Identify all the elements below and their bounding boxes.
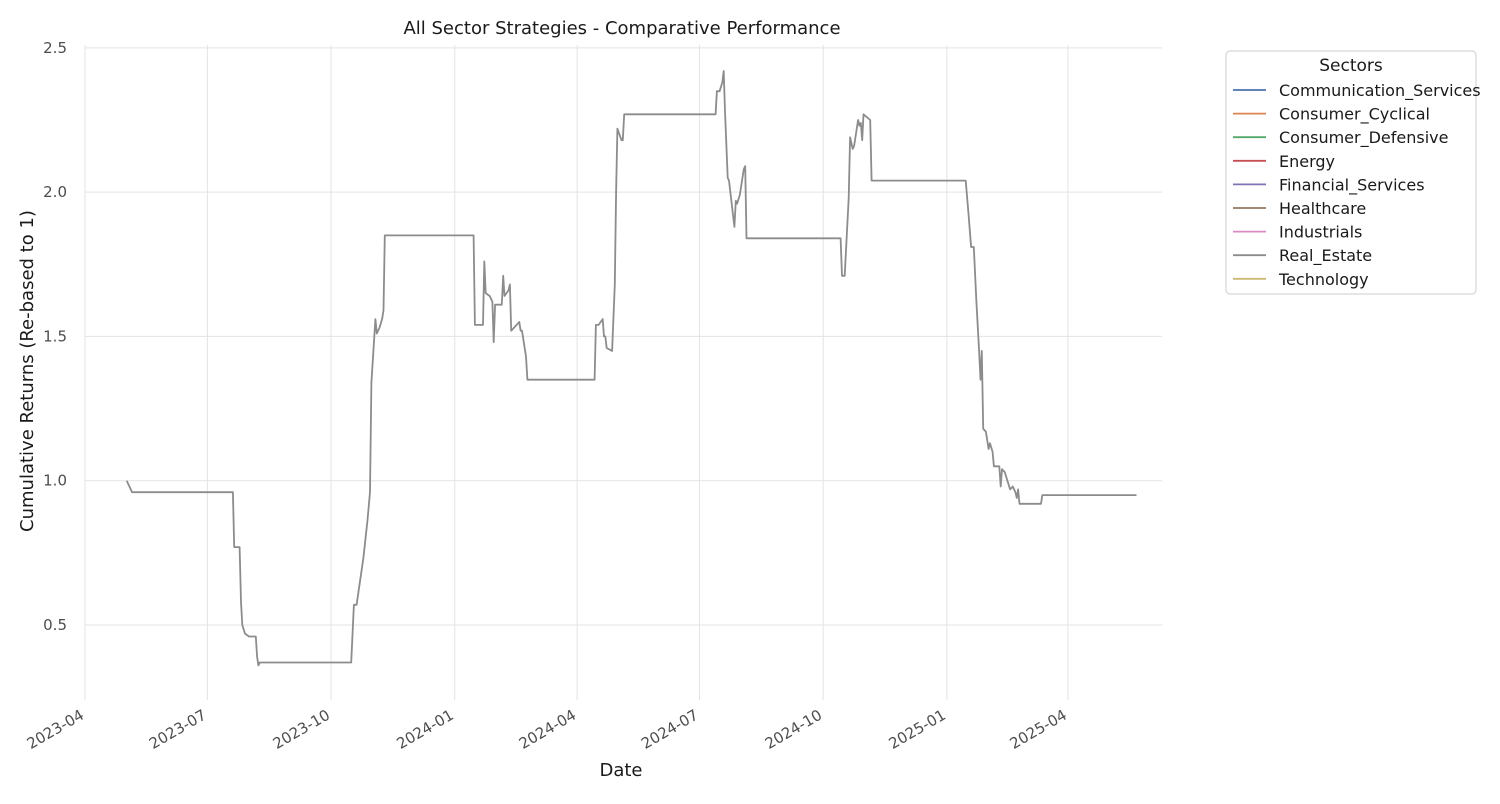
x-axis-title: Date xyxy=(599,760,642,781)
y-tick-label: 1.0 xyxy=(43,472,67,490)
plot-area xyxy=(125,70,1137,667)
legend-item: Industrials xyxy=(1233,223,1362,242)
x-tick-label: 2023-04 xyxy=(24,706,87,753)
legend-label: Consumer_Defensive xyxy=(1279,128,1448,148)
legend-item: Consumer_Defensive xyxy=(1233,128,1448,148)
x-tick-label: 2024-04 xyxy=(516,706,579,753)
y-tick-label: 1.5 xyxy=(43,327,67,345)
legend-label: Technology xyxy=(1278,270,1369,289)
y-axis: 0.5 1.0 1.5 2.0 2.5 xyxy=(43,39,67,634)
legend-item: Healthcare xyxy=(1233,199,1366,218)
x-tick-label: 2023-07 xyxy=(146,706,209,753)
x-tick-label: 2024-07 xyxy=(638,706,701,753)
legend-label: Energy xyxy=(1279,152,1335,171)
x-tick-label: 2025-04 xyxy=(1007,706,1070,753)
legend: Sectors Communication_Services Consumer_C… xyxy=(1225,50,1481,295)
legend-label: Communication_Services xyxy=(1279,81,1481,101)
legend-item: Financial_Services xyxy=(1233,175,1425,195)
y-tick-label: 2.5 xyxy=(43,39,67,57)
y-axis-title: Cumulative Returns (Re-based to 1) xyxy=(17,210,38,532)
legend-item: Energy xyxy=(1233,152,1335,171)
grid xyxy=(84,45,1162,700)
x-axis: 2023-04 2023-07 2023-10 2024-01 2024-04 2024-… xyxy=(24,706,1070,753)
legend-label: Healthcare xyxy=(1279,199,1366,218)
legend-frame xyxy=(1225,50,1477,295)
legend-label: Industrials xyxy=(1279,223,1362,242)
legend-title: Sectors xyxy=(1319,56,1383,76)
x-tick-label: 2023-10 xyxy=(270,706,333,753)
chart-title: All Sector Strategies - Comparative Perf… xyxy=(403,18,840,39)
legend-item: Technology xyxy=(1233,270,1369,289)
x-tick-label: 2024-01 xyxy=(393,706,456,753)
legend-label: Real_Estate xyxy=(1279,246,1372,266)
x-tick-label: 2025-01 xyxy=(886,706,949,753)
y-tick-label: 0.5 xyxy=(43,616,67,634)
legend-item: Real_Estate xyxy=(1233,246,1372,266)
legend-item: Communication_Services xyxy=(1233,81,1481,101)
legend-label: Consumer_Cyclical xyxy=(1279,105,1430,125)
y-tick-label: 2.0 xyxy=(43,183,67,201)
legend-entries: Communication_Services Consumer_Cyclical C… xyxy=(1233,81,1481,289)
legend-item: Consumer_Cyclical xyxy=(1233,105,1430,125)
x-tick-label: 2024-10 xyxy=(762,706,825,753)
legend-label: Financial_Services xyxy=(1279,175,1425,195)
series-line-real-estate xyxy=(125,70,1137,667)
